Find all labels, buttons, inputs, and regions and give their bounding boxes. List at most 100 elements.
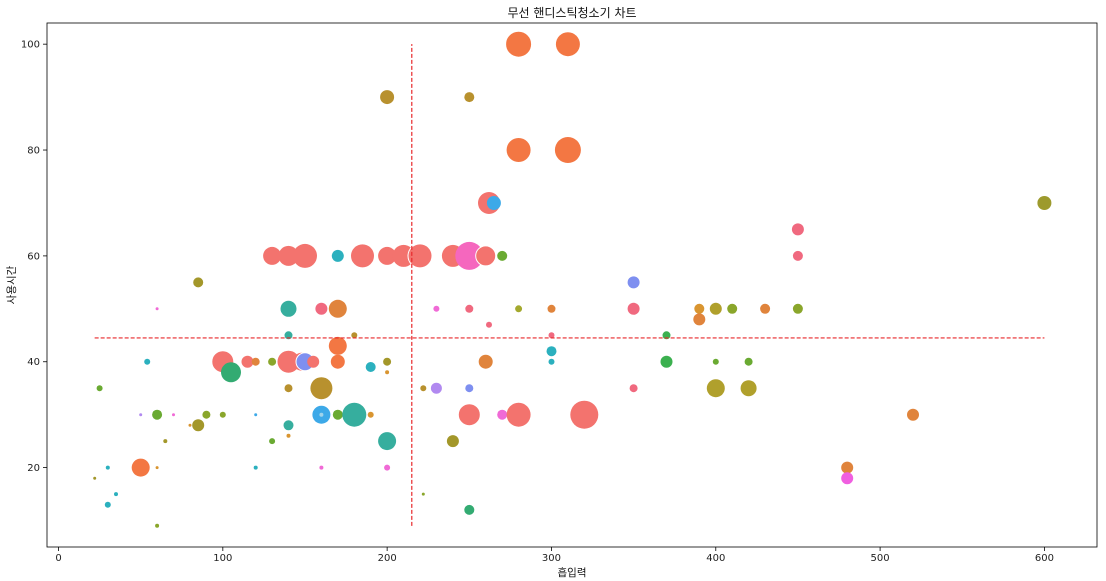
data-point [105,465,110,470]
data-point [505,30,533,58]
data-point [155,307,159,311]
data-point [740,380,757,397]
data-point [254,413,258,417]
data-point [193,277,204,288]
data-point [791,223,804,236]
data-point [629,384,638,393]
data-point [706,379,725,398]
data-point [627,276,640,289]
data-point [319,412,324,417]
data-point [384,464,391,471]
data-point [263,246,282,265]
data-point [497,250,508,261]
data-point [131,458,150,477]
data-point [662,331,671,340]
data-point [421,492,425,496]
data-point [385,370,390,375]
data-point [841,472,854,485]
data-point [307,355,320,368]
data-point [293,243,317,268]
data-point [152,409,163,420]
data-point [548,332,555,339]
plot-frame [46,22,1098,548]
data-point [172,413,175,417]
data-point [627,302,640,315]
data-point [570,400,599,429]
y-axis-ticks: 20 40 60 80 100 [21,40,47,474]
data-point [378,432,397,451]
data-point [420,385,427,392]
data-point [465,384,474,393]
x-tick-label: 500 [871,553,890,564]
data-point [342,402,367,427]
data-point [464,92,475,103]
data-point [744,357,753,366]
data-point [455,241,484,270]
y-tick-label: 100 [21,40,40,51]
data-point [429,381,443,395]
data-point [548,358,555,365]
data-point [407,243,433,269]
data-point [660,355,673,368]
data-point [280,300,297,317]
data-point [155,466,159,470]
data-point [433,305,440,312]
data-point [760,303,771,314]
data-point [284,384,293,393]
data-point [310,377,333,400]
data-point [350,243,375,269]
data-point [277,350,300,373]
data-point [841,461,854,474]
data-point [202,410,211,419]
data-point [694,303,705,314]
data-point [268,357,277,366]
x-tick-label: 400 [706,553,725,564]
points-layer [93,30,1052,528]
data-point [144,358,151,365]
y-tick-label: 20 [27,463,40,474]
reference-lines [94,44,1045,526]
data-point [328,299,347,318]
data-point [251,357,260,366]
x-axis-ticks: 0 100 200 300 400 500 600 [55,547,1054,564]
data-point [319,465,324,470]
data-point [188,423,192,427]
y-tick-label: 40 [27,357,40,368]
data-point [286,433,291,438]
data-point [139,413,143,417]
x-axis-label: 흡입력 [558,566,587,579]
data-point [464,504,475,515]
data-point [192,419,205,432]
y-tick-label: 80 [27,146,40,157]
data-point [351,332,358,339]
data-point [712,358,719,365]
data-point [486,196,501,210]
data-point [506,402,531,427]
data-point [330,354,345,369]
data-point [497,409,508,420]
data-point [446,435,459,448]
data-point [478,354,493,369]
data-point [221,362,241,383]
data-point [693,313,706,326]
data-point [1037,196,1052,210]
data-point [709,302,722,315]
data-point [555,32,580,57]
data-point [546,346,557,357]
data-point [331,249,344,262]
data-point [278,245,299,266]
data-point [93,476,97,480]
y-axis-label: 사용시간 [6,265,18,304]
data-point [332,409,343,420]
data-point [465,304,474,313]
data-point [283,420,294,431]
data-point [907,408,919,421]
data-point [365,362,376,372]
data-point [241,355,254,368]
data-point [155,523,160,528]
data-point [792,250,803,261]
data-point [367,411,374,418]
data-point [727,303,738,314]
data-point [284,331,293,340]
data-point [547,304,556,313]
